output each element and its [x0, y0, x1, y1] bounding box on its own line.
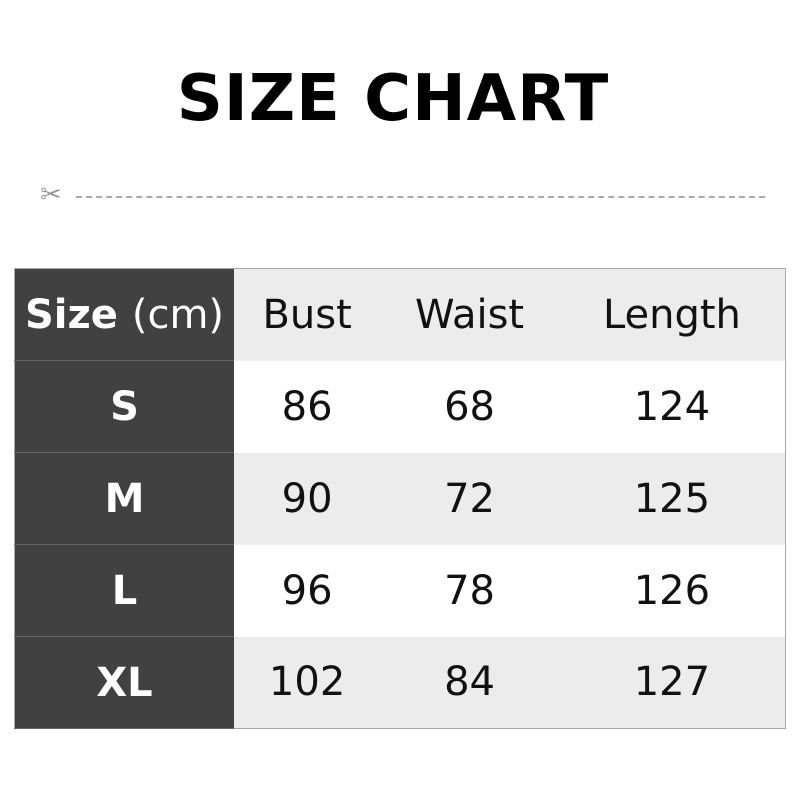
cell: 86 — [281, 383, 333, 430]
size-header: Size (cm) — [14, 268, 234, 361]
table-row: XL 102 84 127 — [14, 636, 786, 729]
cell: 90 — [234, 452, 381, 545]
size-table: Size (cm) Bust Waist Length S 86 68 124 M 90… — [14, 268, 786, 729]
col-length: Length — [558, 268, 786, 361]
size-cell: XL — [14, 636, 234, 729]
cell: 125 — [558, 452, 786, 545]
size-label: Size — [24, 291, 118, 338]
unit-label: (cm) — [131, 291, 225, 338]
col-waist: Waist — [380, 268, 559, 361]
cell: 96 — [281, 567, 333, 614]
header-row: Size (cm) Bust Waist Length — [14, 268, 786, 361]
size-cell: L — [14, 544, 234, 637]
table-row: S 86 68 124 — [14, 360, 786, 453]
table-row: L 96 78 126 — [14, 544, 786, 637]
cell: 84 — [380, 636, 559, 729]
dashed-divider — [76, 196, 765, 198]
cell: 68 — [444, 383, 495, 430]
cell: 126 — [633, 567, 711, 614]
scissors-icon: ✂ — [40, 180, 62, 210]
cell: 78 — [444, 567, 495, 614]
cell: 127 — [558, 636, 786, 729]
cell: 124 — [633, 383, 711, 430]
cell: 72 — [380, 452, 559, 545]
size-cell: S — [14, 360, 234, 453]
page-title: SIZE CHART — [176, 62, 610, 136]
cut-line: ✂ — [40, 180, 765, 210]
col-bust: Bust — [234, 268, 381, 361]
cell: 102 — [234, 636, 381, 729]
table-row: M 90 72 125 — [14, 452, 786, 545]
size-cell: M — [14, 452, 234, 545]
